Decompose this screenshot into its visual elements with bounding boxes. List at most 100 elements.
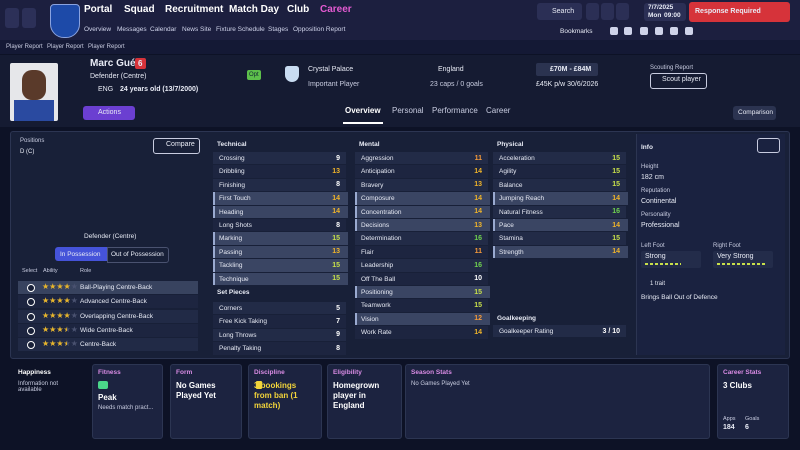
sub-nav-item[interactable]: Calendar	[150, 26, 177, 33]
alert-text[interactable]: Response Required	[695, 8, 761, 15]
nav-forward[interactable]	[22, 8, 36, 28]
nav-item[interactable]: Club	[287, 4, 310, 15]
tab[interactable]: Overview	[345, 106, 381, 115]
role-row[interactable]	[18, 338, 198, 352]
role-radio[interactable]	[27, 341, 35, 350]
role-name[interactable]: Ball-Playing Centre-Back	[80, 284, 153, 291]
nav-item[interactable]: Portal	[84, 4, 113, 15]
info-label: Personality	[641, 212, 671, 218]
club[interactable]: Crystal Palace	[308, 66, 354, 73]
attribute-row	[355, 165, 488, 178]
attribute-value: 15	[474, 288, 482, 296]
sub-nav-item[interactable]: Opposition Report	[293, 26, 346, 33]
icon-button[interactable]	[586, 3, 599, 20]
comparison-button[interactable]	[733, 106, 776, 120]
breadcrumb-item[interactable]: Player Report	[6, 44, 43, 50]
foot-bar	[717, 263, 765, 265]
attribute-name: Stamina	[499, 235, 523, 243]
sub-nav-item[interactable]: Messages	[117, 26, 147, 33]
role-row[interactable]	[18, 309, 198, 323]
sub-nav-item[interactable]: Fixture Schedule	[216, 26, 265, 33]
toolbar-icon[interactable]	[610, 27, 618, 35]
role-name[interactable]: Wide Centre-Back	[80, 326, 133, 334]
nav-item[interactable]: Squad	[124, 4, 155, 15]
icon-button[interactable]	[601, 3, 614, 20]
nav-item[interactable]: Match Day	[229, 4, 280, 15]
attribute-value: 14	[474, 328, 482, 336]
icon-button[interactable]	[616, 3, 629, 20]
scout-button[interactable]	[650, 73, 707, 89]
player-age: 24 years old (13/7/2000)	[120, 86, 199, 93]
breadcrumb-item[interactable]: Player Report	[88, 44, 125, 50]
attribute-name: Strength	[499, 248, 524, 256]
attribute-name: Off The Ball	[361, 275, 396, 283]
scout-button-text[interactable]: Scout player	[662, 76, 701, 83]
sub-nav-item[interactable]: Overview	[84, 26, 112, 33]
role-row[interactable]	[18, 323, 198, 337]
sub-nav-item[interactable]: News Site	[182, 26, 212, 33]
toggle-on[interactable]	[55, 247, 107, 261]
tab[interactable]: Performance	[432, 106, 478, 115]
toggle-off[interactable]	[107, 247, 169, 263]
nav-item[interactable]: Recruitment	[165, 4, 224, 15]
sub-nav-item[interactable]: Stages	[268, 26, 289, 33]
status-card[interactable]	[92, 364, 163, 439]
role-name[interactable]: Centre-Back	[80, 341, 117, 349]
stars-filled: ★★★★★	[42, 310, 71, 320]
actions-button[interactable]	[83, 106, 135, 120]
tab[interactable]: Career	[486, 106, 511, 115]
attribute-name: Dribbling	[219, 168, 245, 176]
attribute-row	[213, 232, 348, 245]
toggle[interactable]: Out of Possession	[111, 251, 164, 258]
actions[interactable]: Actions	[98, 109, 121, 116]
status-card[interactable]	[717, 364, 789, 439]
breadcrumb-bar	[0, 40, 800, 54]
attribute-name: Tackling	[219, 262, 243, 270]
stars-filled: ★★★★★	[42, 339, 68, 349]
status-badge	[247, 70, 261, 80]
info-label: Height	[641, 164, 659, 170]
status-card[interactable]	[170, 364, 242, 439]
bookmarks[interactable]: Bookmarks	[560, 28, 593, 35]
foot-value: Very Strong	[717, 253, 754, 260]
nav-item[interactable]: Career	[320, 4, 352, 15]
breadcrumb-item[interactable]: Player Report	[47, 44, 84, 50]
compare[interactable]: Compare	[166, 141, 195, 148]
toolbar-icon[interactable]	[685, 27, 693, 35]
role-radio[interactable]	[27, 298, 35, 307]
attribute-name: Jumping Reach	[499, 195, 545, 203]
status-card[interactable]	[248, 364, 322, 439]
alert[interactable]	[689, 2, 790, 22]
toolbar-icon[interactable]	[640, 27, 648, 35]
role-radio[interactable]	[27, 284, 35, 292]
country: England	[438, 66, 464, 73]
toolbar-icon[interactable]	[655, 27, 663, 35]
search[interactable]: Search	[552, 8, 575, 15]
status-card[interactable]	[405, 364, 710, 439]
attribute-value: 13	[332, 248, 340, 256]
attribute-value: 15	[612, 181, 620, 189]
toggle[interactable]: In Possession	[60, 251, 101, 258]
attribute-value: 15	[612, 234, 620, 242]
attribute-value: 11	[474, 248, 482, 256]
status-card[interactable]	[327, 364, 402, 439]
attribute-value: 8	[336, 181, 340, 189]
info-button[interactable]	[757, 138, 780, 153]
search-box[interactable]	[537, 3, 582, 20]
attribute-group-title: Mental	[359, 141, 380, 148]
role-row[interactable]	[18, 295, 198, 309]
date-box[interactable]	[644, 3, 686, 21]
comparison[interactable]: Comparison	[738, 109, 774, 116]
attribute-name: Long Throws	[219, 331, 257, 339]
role-radio[interactable]	[27, 326, 35, 335]
toolbar-icon[interactable]	[670, 27, 678, 35]
tab[interactable]: Personal	[392, 106, 424, 115]
toolbar-icon[interactable]	[624, 27, 632, 35]
card-sub: Needs match pract...	[98, 405, 154, 411]
role-name[interactable]: Advanced Centre-Back	[80, 298, 147, 306]
role-row[interactable]	[18, 281, 198, 294]
nav-back[interactable]	[5, 8, 19, 28]
role-radio[interactable]	[27, 312, 35, 321]
compare-button[interactable]	[153, 138, 200, 154]
role-name[interactable]: Overlapping Centre-Back	[80, 312, 153, 320]
